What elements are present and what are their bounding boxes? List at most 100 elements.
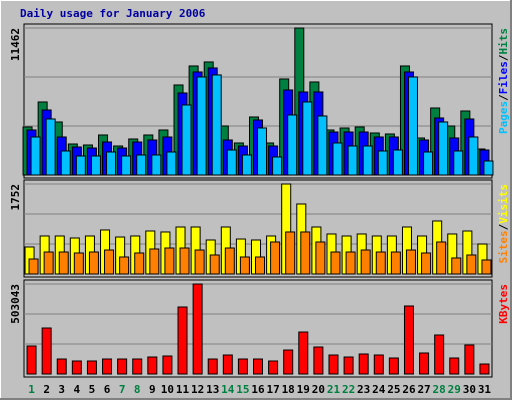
bar (466, 254, 477, 275)
x-tick-label: 19 (297, 383, 310, 396)
x-tick-label: 22 (342, 383, 355, 396)
legend-separator: / (497, 94, 510, 101)
bar (285, 231, 296, 275)
bar (58, 251, 69, 275)
x-tick-label: 5 (89, 383, 96, 396)
bar (313, 346, 324, 375)
x-tick-label: 3 (58, 383, 65, 396)
x-tick-label: 17 (266, 383, 279, 396)
bar (358, 353, 369, 375)
x-tick-label: 28 (433, 383, 446, 396)
bar (86, 360, 97, 375)
bar (132, 358, 143, 375)
legend-entry: Sites (497, 230, 510, 263)
legend-entry: KBytes (497, 284, 510, 324)
bar (241, 154, 252, 176)
legend: Sites/Visits (497, 184, 510, 264)
bar (434, 334, 445, 375)
x-tick-label: 7 (119, 383, 126, 396)
bar (330, 251, 341, 275)
bar (300, 231, 311, 275)
bar (302, 101, 313, 176)
x-tick-label: 31 (478, 383, 492, 396)
bar (405, 249, 416, 275)
bar (253, 358, 263, 375)
x-tick-label: 6 (104, 383, 111, 396)
x-tick-label: 23 (357, 383, 370, 396)
x-tick-label: 18 (282, 383, 295, 396)
bar (194, 249, 205, 275)
legend-separator: / (497, 54, 510, 61)
bar (71, 360, 82, 375)
x-tick-label: 27 (417, 383, 430, 396)
bar (483, 160, 494, 176)
bar (390, 251, 401, 275)
bar (222, 354, 233, 375)
bar (479, 363, 490, 375)
bar (403, 305, 414, 375)
bar (56, 358, 67, 375)
bar (60, 150, 71, 176)
bar (317, 115, 328, 176)
x-tick-label: 25 (387, 383, 400, 396)
x-tick-label: 11 (176, 383, 190, 396)
legend-separator: / (497, 223, 510, 230)
bar (73, 252, 84, 275)
x-tick-label: 30 (463, 383, 476, 396)
bar (30, 136, 41, 176)
x-tick-label: 29 (448, 383, 461, 396)
bar (164, 247, 175, 275)
x-tick-label: 20 (312, 383, 325, 396)
bar (239, 256, 250, 275)
bar (332, 142, 343, 176)
x-tick-label: 8 (134, 383, 141, 396)
legend-entry: Files (497, 61, 510, 94)
bar (438, 121, 449, 176)
bar (272, 156, 283, 176)
legend: KBytes (497, 284, 510, 324)
bar (88, 251, 99, 275)
bar (388, 357, 399, 375)
bar (106, 151, 117, 176)
bar (373, 354, 384, 375)
bar (134, 252, 145, 275)
bar (43, 251, 54, 275)
bar (166, 151, 177, 176)
y-tick-label: 1752 (9, 184, 22, 211)
x-tick-label: 9 (149, 383, 156, 396)
bar (343, 356, 354, 375)
bar (209, 254, 220, 275)
bar (347, 145, 358, 176)
x-tick-label: 10 (161, 383, 174, 396)
bar (315, 241, 326, 275)
legend-entry: Pages (497, 101, 510, 134)
bar (423, 151, 434, 176)
x-tick-label: 2 (43, 383, 50, 396)
legend: Pages/Files/Hits (497, 28, 510, 134)
x-tick-label: 13 (206, 383, 219, 396)
bar (449, 357, 460, 375)
bar (328, 354, 339, 375)
x-tick-label: 1 (28, 383, 35, 396)
bar (192, 283, 203, 375)
x-tick-label: 26 (402, 383, 416, 396)
x-tick-label: 15 (236, 383, 249, 396)
x-tick-label: 24 (372, 383, 386, 396)
bar (362, 145, 373, 176)
y-tick-label: 503043 (9, 284, 22, 324)
bar (283, 349, 294, 375)
bar (136, 154, 147, 176)
bar (179, 247, 190, 275)
bar (436, 241, 447, 275)
bar (298, 331, 309, 375)
bar (196, 76, 207, 176)
bar (162, 355, 173, 375)
bar (255, 256, 265, 275)
legend-entry: Hits (497, 28, 510, 55)
bar (407, 76, 418, 176)
x-tick-label: 4 (74, 383, 81, 396)
bar (207, 358, 218, 375)
bar (268, 360, 279, 375)
bar (464, 344, 475, 375)
